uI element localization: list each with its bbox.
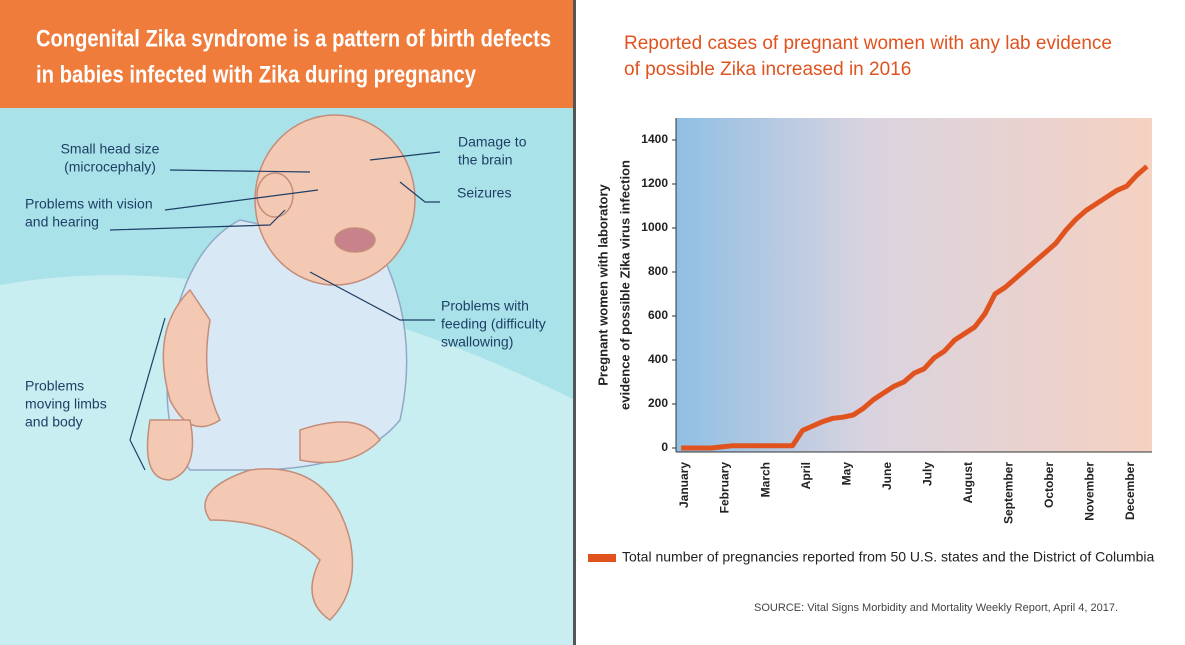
x-tick-label: February <box>718 462 732 514</box>
x-tick-label: December <box>1123 462 1137 520</box>
annotation-label: moving limbs <box>25 396 107 412</box>
annotation-lines <box>109 151 441 471</box>
annotation-label: Problems <box>25 378 84 394</box>
annotation-label: Small head size <box>61 141 160 157</box>
y-tick-label: 800 <box>648 264 668 278</box>
x-tick-label: August <box>961 462 975 503</box>
y-tick-label: 400 <box>648 352 668 366</box>
y-axis-label: Pregnant women with laboratory <box>595 183 610 385</box>
header <box>0 0 575 108</box>
panel-title: Congenital Zika syndrome is a pattern of… <box>36 25 551 52</box>
y-tick-label: 600 <box>648 308 668 322</box>
y-tick-label: 200 <box>648 396 668 410</box>
x-tick-label: October <box>1042 462 1056 508</box>
baby-illustration <box>146 114 416 621</box>
x-tick-label: March <box>758 462 772 497</box>
divider <box>573 0 576 645</box>
source: SOURCE: Vital Signs Morbidity and Mortal… <box>754 602 1118 614</box>
y-tick-label: 0 <box>661 440 668 454</box>
annotation-label: Problems with <box>441 298 529 314</box>
y-axis-label: evidence of possible Zika virus infectio… <box>617 160 632 410</box>
annotation-label: (microcephaly) <box>64 159 156 175</box>
annotation-label: and hearing <box>25 214 99 230</box>
annotation-label: the brain <box>458 152 512 168</box>
x-tick-label: January <box>677 462 691 508</box>
x-tick-label: May <box>839 462 853 486</box>
chart-title: of possible Zika increased in 2016 <box>624 59 911 80</box>
annotation-label: feeding (difficulty <box>441 316 546 332</box>
x-tick-label: September <box>1001 462 1015 524</box>
annotation-label: Seizures <box>457 185 511 201</box>
x-tick-label: June <box>880 462 894 490</box>
x-tick-label: July <box>920 462 934 486</box>
data-line <box>681 164 1149 451</box>
annotation-label: Problems with vision <box>25 196 153 212</box>
x-tick-label: April <box>799 462 813 489</box>
plot-area <box>676 118 1152 452</box>
annotation-label: and body <box>25 414 83 430</box>
legend-swatch <box>588 554 616 562</box>
y-tick-label: 1200 <box>641 176 668 190</box>
legend-label: Total number of pregnancies reported fro… <box>622 549 1154 565</box>
x-tick-label: November <box>1082 462 1096 521</box>
y-tick-label: 1400 <box>641 132 668 146</box>
annotation-label: Damage to <box>458 134 527 150</box>
annotation-label: swallowing) <box>441 334 513 350</box>
panel-title: in babies infected with Zika during preg… <box>36 61 477 88</box>
chart-title: Reported cases of pregnant women with an… <box>624 33 1112 54</box>
y-tick-label: 1000 <box>641 220 668 234</box>
